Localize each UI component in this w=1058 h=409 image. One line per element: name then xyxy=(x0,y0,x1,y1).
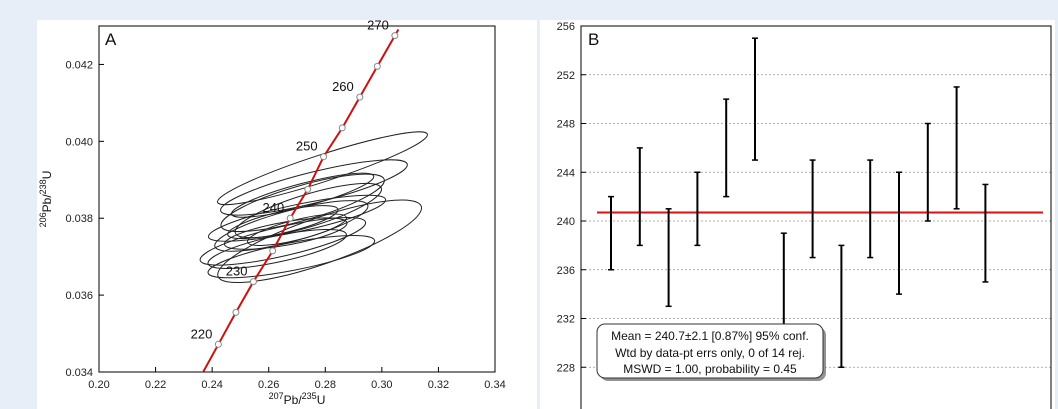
error-bar xyxy=(694,171,701,247)
age-label: 220 xyxy=(191,326,213,341)
age-marker xyxy=(373,62,381,70)
age-label: 250 xyxy=(296,139,318,154)
error-ellipse xyxy=(207,228,347,269)
y-tick-label: 256 xyxy=(557,21,575,33)
y-tick-label: 232 xyxy=(557,314,575,326)
y-tick-label: 236 xyxy=(557,265,575,277)
stats-line-3: MSWD = 1.00, probability = 0.45 xyxy=(623,362,797,376)
x-tick-label: 0.26 xyxy=(258,379,279,391)
age-marker xyxy=(214,340,222,348)
panel-label-a: A xyxy=(105,30,117,49)
error-bar xyxy=(809,159,816,259)
stats-line-1: Mean = 240.7±2.1 [0.87%] 95% conf. xyxy=(611,329,809,343)
age-marker xyxy=(356,93,364,101)
age-marker xyxy=(232,308,240,316)
error-bar xyxy=(924,122,931,222)
error-ellipse xyxy=(231,172,375,218)
x-tick-label: 0.34 xyxy=(484,379,505,391)
error-ellipse xyxy=(216,131,428,206)
error-bar xyxy=(723,98,730,198)
error-bar xyxy=(636,147,643,247)
error-ellipse xyxy=(227,205,339,240)
age-marker xyxy=(391,32,399,40)
y-tick-label: 240 xyxy=(557,216,575,228)
error-bar xyxy=(982,183,989,283)
error-bar xyxy=(780,232,787,332)
age-label: 230 xyxy=(226,264,248,279)
error-bar xyxy=(752,37,758,161)
y-tick-label: 252 xyxy=(557,70,575,82)
error-ellipse xyxy=(223,217,348,250)
x-tick-label: 0.24 xyxy=(201,379,222,391)
x-tick-label: 0.22 xyxy=(145,379,166,391)
y-tick-label: 228 xyxy=(557,362,575,374)
y-tick-label: 0.042 xyxy=(65,59,93,71)
stats-box: Mean = 240.7±2.1 [0.87%] 95% conf. Wtd b… xyxy=(596,323,826,381)
y-tick-label: 248 xyxy=(557,119,575,131)
error-ellipse xyxy=(220,173,385,233)
error-ellipse xyxy=(199,216,367,266)
y-tick-label: 244 xyxy=(557,167,575,179)
y-tick-label: 0.038 xyxy=(65,213,93,225)
plot-frame xyxy=(98,25,496,373)
x-tick-label: 0.20 xyxy=(88,379,109,391)
error-ellipse xyxy=(214,200,369,252)
x-tick-label: 0.30 xyxy=(371,379,392,391)
weighted-mean-panel: 224228232236240244248252256 B Mean = 240… xyxy=(540,20,1055,409)
age-label: 260 xyxy=(332,79,354,94)
error-bar xyxy=(953,86,960,210)
concordia-chart: 0.20 0.22 0.24 0.26 0.28 0.30 0.32 0.34 0.034 0.0… xyxy=(38,20,506,407)
panel-label-b: B xyxy=(588,30,599,49)
age-marker xyxy=(304,185,312,193)
x-tick-label: 0.32 xyxy=(428,379,449,391)
age-marker xyxy=(269,247,277,255)
y-tick-label: 0.036 xyxy=(65,290,93,302)
error-bar xyxy=(665,208,672,308)
weighted-mean-chart: 224228232236240244248252256 B Mean = 240… xyxy=(557,21,1052,409)
x-tick-label: 0.28 xyxy=(315,379,336,391)
age-marker xyxy=(249,278,257,286)
y-axis-label: 206Pb/238U xyxy=(38,171,54,228)
y-tick-label: 0.040 xyxy=(65,136,93,148)
error-ellipse xyxy=(207,235,376,279)
age-label: 240 xyxy=(263,200,285,215)
error-ellipse xyxy=(220,159,408,216)
age-marker xyxy=(320,153,328,161)
age-label: 270 xyxy=(367,20,389,33)
x-axis-label: 207Pb/235U xyxy=(269,391,326,407)
error-bar xyxy=(608,195,614,271)
error-bar xyxy=(867,159,874,259)
age-marker xyxy=(338,124,346,132)
y-tick-label: 0.034 xyxy=(65,367,93,379)
error-bar xyxy=(838,244,845,368)
age-marker xyxy=(286,214,294,222)
error-ellipse xyxy=(247,213,347,246)
concordia-panel: 0.20 0.22 0.24 0.26 0.28 0.30 0.32 0.34 0.034 0.0… xyxy=(37,20,537,409)
stats-line-2: Wtd by data-pt errs only, 0 of 14 rej. xyxy=(615,346,805,360)
error-bar xyxy=(896,171,902,295)
